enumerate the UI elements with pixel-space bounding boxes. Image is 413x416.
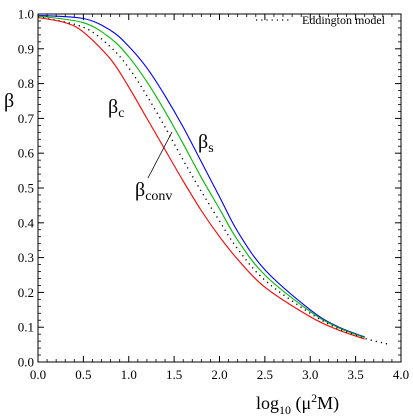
- y-tick-label: 0.3: [18, 250, 34, 265]
- x-axis-title-base: log: [256, 393, 279, 413]
- annotation-beta-c-base: β: [108, 96, 118, 118]
- series-line-beta_s: [37, 14, 365, 338]
- annotation-beta-s-sub: s: [208, 141, 213, 156]
- series-line-eddington: [37, 16, 388, 345]
- x-tick-label: 1.5: [166, 367, 182, 382]
- annotation-beta-c: βc: [108, 96, 124, 121]
- x-tick-label: 3.5: [348, 367, 364, 382]
- annotation-beta-conv: βconv: [135, 179, 172, 204]
- y-tick-label: 0.9: [18, 41, 34, 56]
- annotation-beta-c-sub: c: [118, 106, 124, 121]
- annotation-beta-conv-sub: conv: [145, 189, 172, 204]
- x-axis-title-arg-close: M): [317, 393, 339, 414]
- x-tick-label: 0.5: [75, 367, 91, 382]
- x-tick-label: 4.0: [393, 367, 409, 382]
- annotation-beta-s-base: β: [198, 131, 208, 153]
- annotation-beta-s: βs: [198, 131, 214, 156]
- y-axis-title: β: [4, 90, 14, 112]
- y-tick-label: 0.2: [18, 285, 34, 300]
- y-tick-label: 0.4: [18, 215, 35, 230]
- x-tick-label: 1.0: [121, 367, 137, 382]
- y-tick-label: 0.8: [18, 76, 34, 91]
- y-tick-label: 0.6: [18, 146, 35, 161]
- y-tick-label: 0.0: [18, 355, 34, 370]
- x-tick-label: 2.0: [211, 367, 227, 382]
- x-axis-title-sub: 10: [279, 403, 291, 416]
- y-tick-label: 0.7: [18, 111, 35, 126]
- y-tick-label: 0.1: [18, 320, 34, 335]
- x-tick-label: 2.5: [257, 367, 273, 382]
- legend-label-eddington: Eddington model: [302, 13, 386, 27]
- ticks-layer: 0.0 0.5 1.0 1.5 2.0 2.5 3.0 3.5 4.0 0.0 0.1 0.2 0.3 0…: [18, 7, 409, 383]
- annotation-beta-conv-pointer: [147, 131, 173, 179]
- x-tick-label: 0.0: [30, 367, 46, 382]
- series-line-green: [37, 15, 365, 339]
- x-axis-title: log10 (μ2M): [256, 391, 339, 416]
- x-axis-title-sup: 2: [311, 391, 317, 405]
- plot-frame: [37, 13, 402, 363]
- annotation-beta-conv-base: β: [135, 179, 145, 201]
- legend: Eddington model: [256, 13, 386, 27]
- x-tick-label: 3.0: [302, 367, 318, 382]
- x-axis-title-arg-open: (μ: [291, 393, 311, 414]
- series-line-beta_c: [37, 16, 365, 340]
- y-tick-label: 0.5: [18, 181, 34, 196]
- series-layer: [37, 14, 388, 345]
- y-tick-label: 1.0: [18, 7, 34, 22]
